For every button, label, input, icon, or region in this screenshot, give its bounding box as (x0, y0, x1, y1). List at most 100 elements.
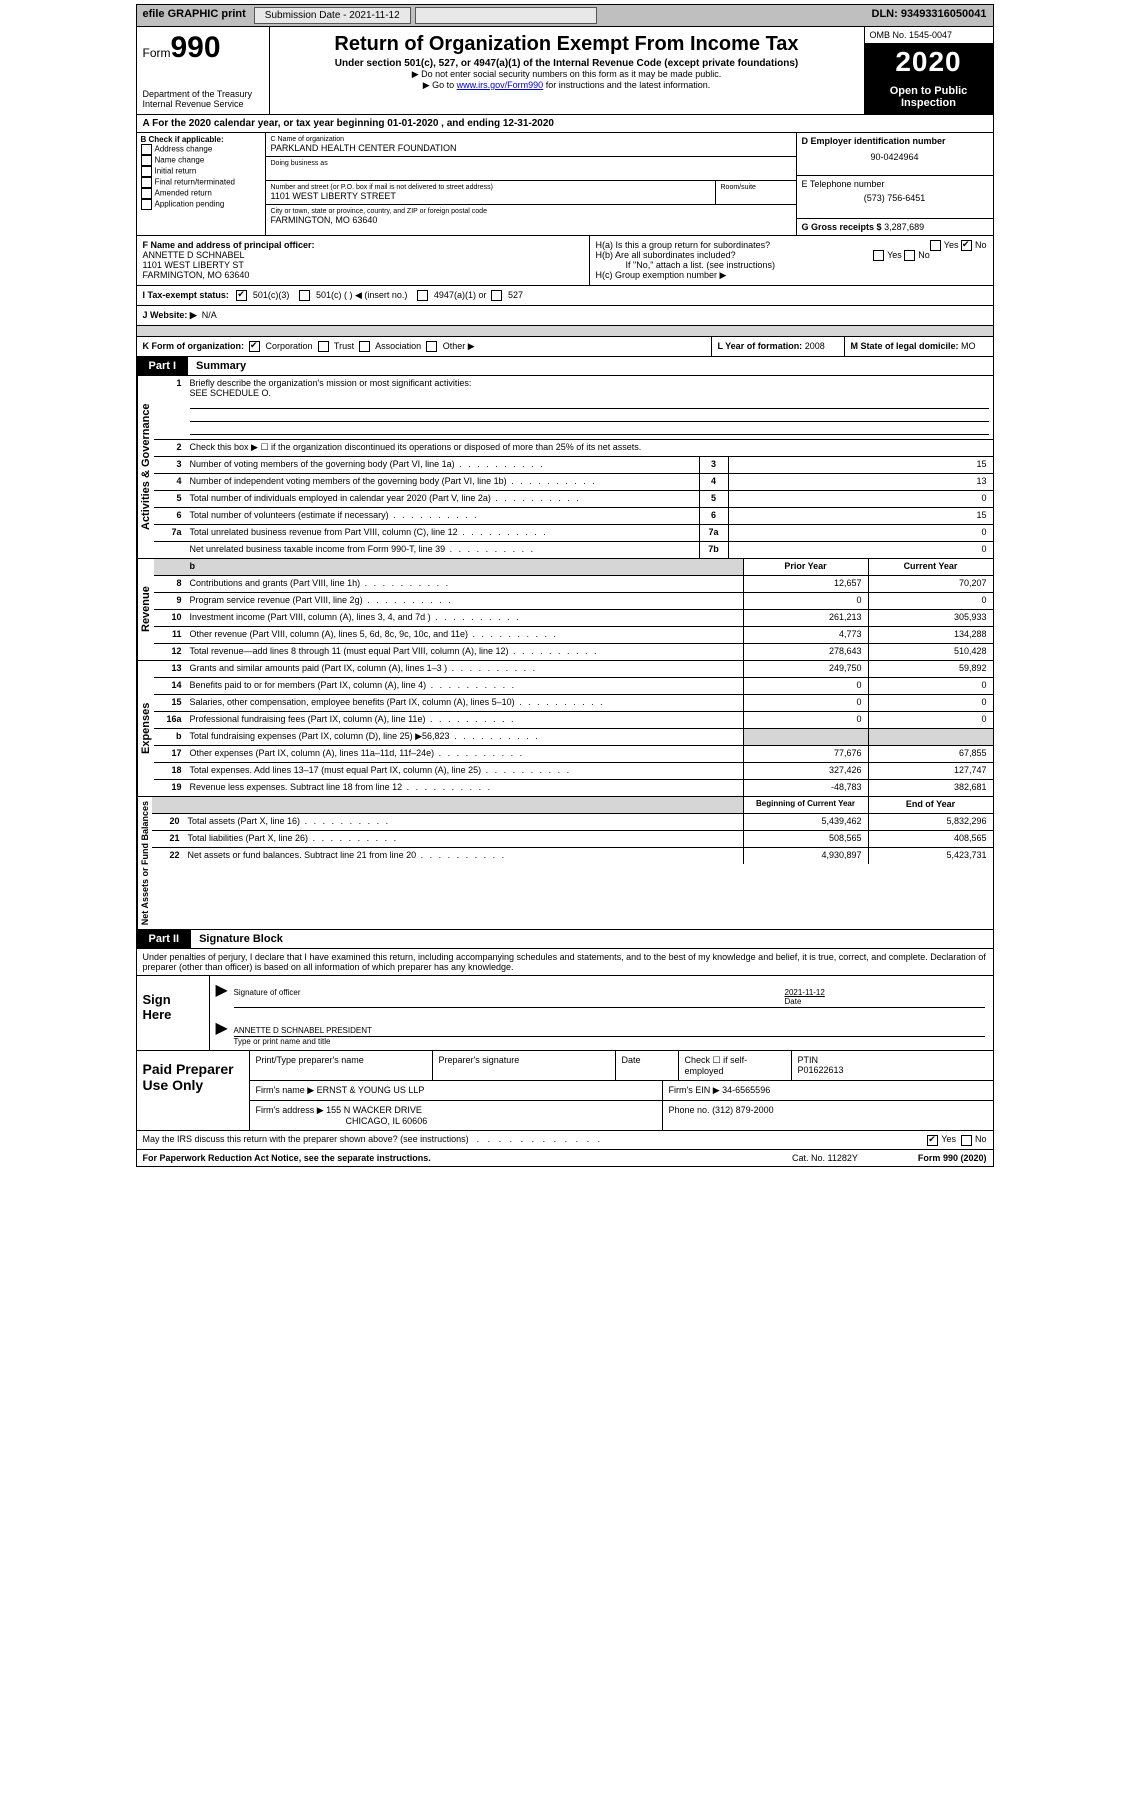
sig-date: 2021-11-12 Date (785, 988, 985, 1006)
header-right: OMB No. 1545-0047 2020 Open to Public In… (865, 27, 993, 114)
hc-row: H(c) Group exemption number ▶ (596, 270, 987, 281)
sign-here-block: Sign Here ▶ Signature of officer 2021-11… (137, 976, 993, 1051)
room-suite: Room/suite (716, 181, 796, 204)
discuss-row: May the IRS discuss this return with the… (137, 1131, 993, 1149)
l-value: 2008 (805, 341, 825, 351)
ha-yesno: Yes No (930, 240, 987, 251)
prep-row-1: Print/Type preparer's name Preparer's si… (250, 1051, 993, 1081)
block-f-h: F Name and address of principal officer:… (137, 236, 993, 286)
part-2-title: Signature Block (191, 930, 291, 948)
address-cell: Number and street (or P.O. box if mail i… (266, 181, 796, 205)
phone-cell: E Telephone number (573) 756-6451 (797, 176, 993, 219)
na-body: Beginning of Current Year End of Year 20… (152, 797, 993, 929)
i-501c3-check (236, 290, 247, 301)
block-b: B Check if applicable: Address change Na… (137, 133, 266, 235)
dba-label: Doing business as (271, 160, 791, 167)
ein-value: 90-0424964 (802, 152, 988, 162)
ha-row: H(a) Is this a group return for subordin… (596, 240, 987, 250)
q2: Check this box ▶ ☐ if the organization d… (186, 440, 993, 456)
sig-officer-label: Signature of officer (234, 988, 785, 1006)
table-row: 7aTotal unrelated business revenue from … (154, 525, 993, 542)
table-row: 10Investment income (Part VIII, column (… (154, 610, 993, 627)
block-k: K Form of organization: Corporation Trus… (137, 337, 712, 356)
k-label: K Form of organization: (143, 341, 245, 351)
block-d-e-g: D Employer identification number 90-0424… (797, 133, 993, 235)
instructions-link[interactable]: www.irs.gov/Form990 (457, 80, 544, 90)
part1-exp: Expenses 13Grants and similar amounts pa… (137, 661, 993, 797)
form-note-2: ▶ Go to www.irs.gov/Form990 for instruct… (276, 80, 858, 91)
table-row: 22Net assets or fund balances. Subtract … (152, 848, 993, 864)
hdr-prior: Prior Year (743, 559, 868, 575)
block-m: M State of legal domicile: MO (845, 337, 993, 356)
gross-receipts-cell: G Gross receipts $ 3,287,689 (797, 219, 993, 235)
table-row: 19Revenue less expenses. Subtract line 1… (154, 780, 993, 796)
form-note-1: ▶ Do not enter social security numbers o… (276, 69, 858, 80)
na-header-row: Beginning of Current Year End of Year (152, 797, 993, 814)
f-name: ANNETTE D SCHNABEL (143, 250, 583, 260)
ein-cell: D Employer identification number 90-0424… (797, 133, 993, 176)
part1-gov: Activities & Governance 1 Briefly descri… (137, 376, 993, 559)
table-row: 12Total revenue—add lines 8 through 11 (… (154, 644, 993, 660)
firm-address: Firm's address ▶ 155 N WACKER DRIVE CHIC… (250, 1101, 663, 1130)
hb-row: H(b) Are all subordinates included? Yes … (596, 250, 987, 260)
q1: Briefly describe the organization's miss… (190, 378, 472, 388)
firm-phone: Phone no. (312) 879-2000 (663, 1101, 993, 1130)
prep-selfemp: Check ☐ if self-employed (679, 1051, 792, 1080)
part-2-tag: Part II (137, 930, 192, 948)
officer-name-line: ▶ ANNETTE D SCHNABEL PRESIDENT (234, 1010, 985, 1037)
block-f: F Name and address of principal officer:… (137, 236, 590, 285)
prep-sig-label: Preparer's signature (433, 1051, 616, 1080)
i-label: I Tax-exempt status: (143, 290, 229, 300)
part1-na: Net Assets or Fund Balances Beginning of… (137, 797, 993, 930)
sign-here-label: Sign Here (137, 976, 210, 1050)
department-label: Department of the Treasury Internal Reve… (143, 89, 263, 109)
opt-name-change: Name change (141, 155, 261, 166)
part-1-header: Part I Summary (137, 357, 993, 376)
side-label-na: Net Assets or Fund Balances (137, 797, 152, 929)
table-row: 11Other revenue (Part VIII, column (A), … (154, 627, 993, 644)
form-header: Form990 Department of the Treasury Inter… (137, 27, 993, 115)
header-center: Return of Organization Exempt From Incom… (270, 27, 865, 114)
tax-year-text: For the 2020 calendar year, or tax year … (152, 118, 554, 129)
firm-name: Firm's name ▶ ERNST & YOUNG US LLP (250, 1081, 663, 1100)
efile-label: efile GRAPHIC print (137, 5, 252, 26)
omb-number: OMB No. 1545-0047 (865, 27, 993, 44)
table-row: 4Number of independent voting members of… (154, 474, 993, 491)
table-row: 5Total number of individuals employed in… (154, 491, 993, 508)
table-row: 15Salaries, other compensation, employee… (154, 695, 993, 712)
form-990-number: 990 (171, 31, 221, 64)
side-label-exp: Expenses (137, 661, 154, 796)
toolbar-spacer-button[interactable] (415, 7, 597, 24)
form-prefix: Form (143, 46, 171, 60)
table-row: 9Program service revenue (Part VIII, lin… (154, 593, 993, 610)
part-1-title: Summary (188, 357, 254, 375)
officer-sig-line: ▶ Signature of officer 2021-11-12 Date (234, 978, 985, 1008)
f-label: F Name and address of principal officer: (143, 240, 315, 250)
table-row: Net unrelated business taxable income fr… (154, 542, 993, 558)
addr-label: Number and street (or P.O. box if mail i… (271, 184, 710, 191)
hb-label: H(b) Are all subordinates included? (596, 250, 736, 260)
paid-preparer-block: Paid Preparer Use Only Print/Type prepar… (137, 1051, 993, 1131)
city-label: City or town, state or province, country… (271, 208, 791, 215)
block-i: I Tax-exempt status: 501(c)(3) 501(c) ( … (137, 286, 993, 306)
line-a-tax-year: A For the 2020 calendar year, or tax yea… (137, 115, 993, 133)
table-row: 17Other expenses (Part IX, column (A), l… (154, 746, 993, 763)
rev-body: b Prior Year Current Year 8Contributions… (154, 559, 993, 660)
officer-name: ANNETTE D SCHNABEL PRESIDENT (234, 1026, 372, 1035)
opt-final-return: Final return/terminated (141, 177, 261, 188)
gross-label: G Gross receipts $ (802, 222, 882, 232)
sign-right: ▶ Signature of officer 2021-11-12 Date ▶… (210, 976, 993, 1050)
block-b-title: B Check if applicable: (141, 135, 261, 144)
opt-address-change: Address change (141, 144, 261, 155)
exp-body: 13Grants and similar amounts paid (Part … (154, 661, 993, 796)
l-label: L Year of formation: (718, 341, 803, 351)
phone-label: E Telephone number (802, 179, 988, 189)
org-info-block: B Check if applicable: Address change Na… (137, 133, 993, 236)
submission-date-button[interactable]: Submission Date - 2021-11-12 (254, 7, 411, 24)
gray-divider (137, 326, 993, 337)
block-h: H(a) Is this a group return for subordin… (590, 236, 993, 285)
rev-header-row: b Prior Year Current Year (154, 559, 993, 576)
hb-note: If "No," attach a list. (see instruction… (596, 260, 987, 270)
street-address: Number and street (or P.O. box if mail i… (266, 181, 716, 204)
paid-preparer-label: Paid Preparer Use Only (137, 1051, 250, 1130)
